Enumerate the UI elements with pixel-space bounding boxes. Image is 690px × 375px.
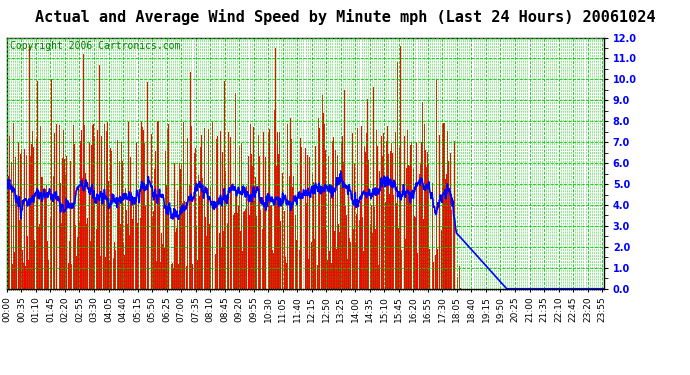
Text: Copyright 2006 Cartronics.com: Copyright 2006 Cartronics.com — [10, 41, 180, 51]
Text: Actual and Average Wind Speed by Minute mph (Last 24 Hours) 20061024: Actual and Average Wind Speed by Minute … — [34, 9, 655, 26]
